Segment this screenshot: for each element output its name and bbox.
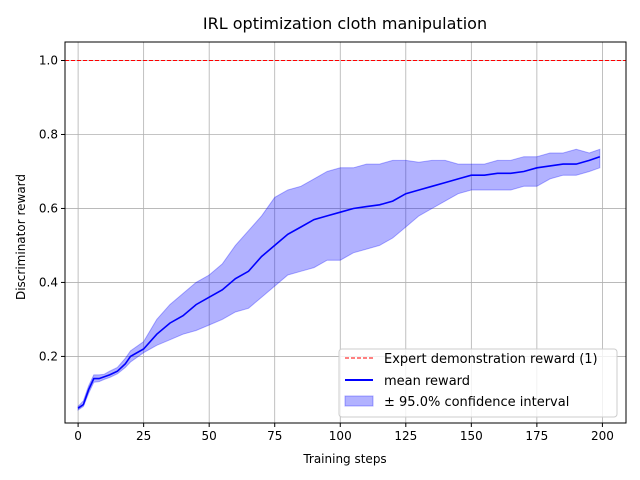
x-tick-label: 50 (202, 429, 217, 443)
y-axis-label: Discriminator reward (14, 174, 28, 300)
legend-reference-line-label: Expert demonstration reward (1) (384, 352, 598, 367)
confidence-band (77, 148, 601, 412)
y-tick-label: 1.0 (39, 53, 58, 67)
x-tick-label: 100 (329, 429, 352, 443)
axes-frame (64, 41, 627, 424)
x-tick-label: 200 (591, 429, 614, 443)
chart-title: IRL optimization cloth manipulation (203, 14, 487, 33)
y-tick-label: 0.2 (39, 349, 58, 363)
y-tick-label: 0.8 (39, 127, 58, 141)
x-tick-label: 25 (136, 429, 151, 443)
legend-frame (338, 348, 618, 418)
x-tick-label: 75 (267, 429, 282, 443)
x-tick-label: 125 (394, 429, 417, 443)
legend-confidence-band-swatch (344, 395, 374, 407)
legend: Expert demonstration reward (1) mean rew… (338, 348, 618, 418)
mean-reward-line (77, 155, 601, 409)
y-tick-label: 0.6 (39, 201, 58, 215)
x-tick-label: 175 (525, 429, 548, 443)
x-axis-label: Training steps (302, 452, 386, 466)
y-tick-label: 0.4 (39, 275, 58, 289)
legend-confidence-band-label: ± 95.0% confidence interval (384, 395, 569, 410)
x-tick-label: 150 (460, 429, 483, 443)
legend-mean-reward-label: mean reward (384, 374, 470, 389)
x-tick-label: 0 (74, 429, 82, 443)
